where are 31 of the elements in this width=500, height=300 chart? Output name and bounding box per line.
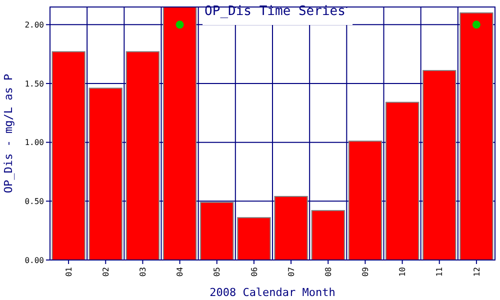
bar — [422, 70, 456, 260]
bar — [162, 6, 197, 260]
x-tick-label: 03 — [138, 266, 148, 277]
x-tick-label: 07 — [286, 266, 296, 277]
bar — [385, 102, 420, 260]
y-axis-title: OP_Dis - mg/L as P — [2, 74, 15, 194]
bar — [311, 210, 345, 260]
bar — [88, 88, 122, 260]
x-tick-label: 08 — [324, 266, 333, 277]
x-tick-label: 11 — [435, 266, 444, 277]
bar — [52, 51, 86, 260]
bar — [237, 217, 271, 260]
y-tick-label: 0.00 — [24, 256, 44, 265]
y-tick-label: 1.00 — [24, 138, 44, 148]
x-tick-label: 05 — [212, 266, 222, 277]
y-tick-label: 2.00 — [24, 20, 44, 30]
bar — [348, 140, 382, 260]
x-tick-label: 10 — [398, 266, 408, 277]
x-tick-label: 01 — [64, 266, 74, 277]
x-tick-label: 12 — [472, 266, 482, 277]
x-axis-title: 2008 Calendar Month — [210, 286, 336, 299]
bar — [274, 196, 308, 260]
x-tick-label: 06 — [250, 266, 259, 277]
x-tick-label: 04 — [176, 266, 185, 277]
x-tick-label: 02 — [101, 266, 110, 277]
y-tick-label: 0.50 — [24, 196, 44, 206]
bar — [200, 202, 234, 260]
bar — [460, 12, 494, 260]
y-tick-label: 1.50 — [24, 79, 44, 88]
x-tick-label: 09 — [361, 266, 370, 277]
bar — [126, 51, 160, 260]
